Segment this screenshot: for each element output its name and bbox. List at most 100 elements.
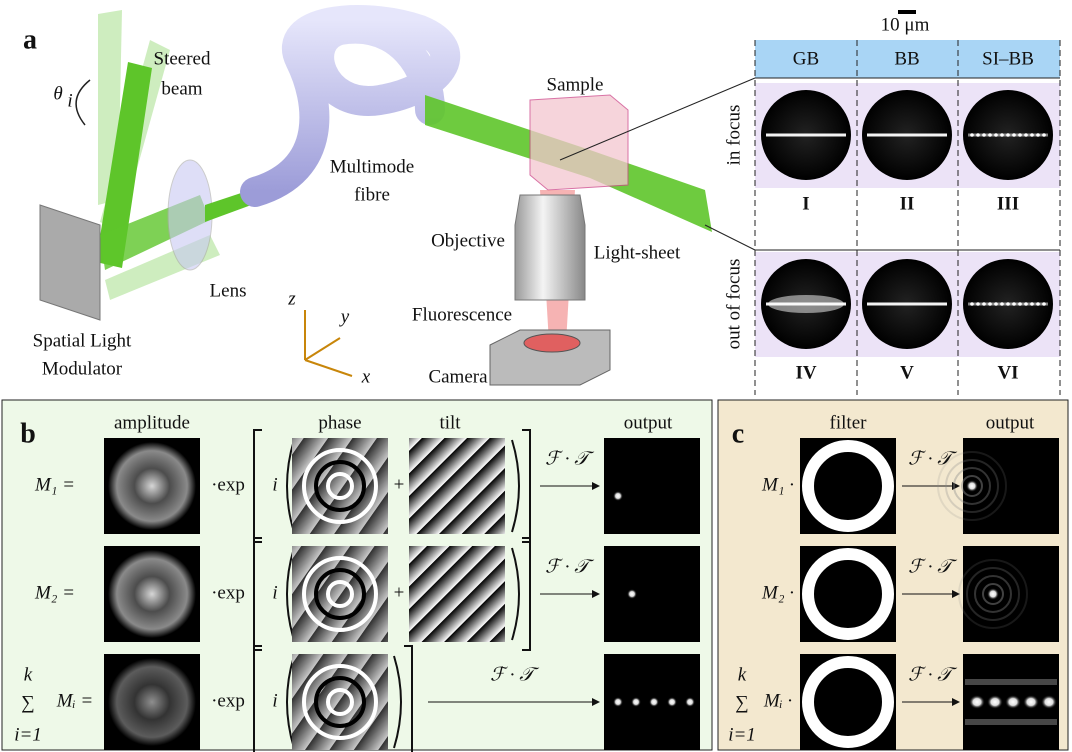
output-fringe bbox=[965, 679, 1057, 685]
beam-dot bbox=[994, 133, 998, 137]
beam-dot bbox=[1018, 302, 1022, 306]
beam-dot bbox=[1042, 302, 1046, 306]
beam-dot bbox=[1012, 302, 1016, 306]
output-ring bbox=[982, 583, 1004, 605]
beam-line bbox=[766, 133, 846, 137]
operator: i bbox=[272, 474, 277, 495]
paren bbox=[393, 655, 402, 749]
column-header: tilt bbox=[439, 412, 461, 433]
beam-dot bbox=[976, 133, 980, 137]
component-label: Sample bbox=[547, 74, 604, 95]
beam-dot bbox=[1030, 133, 1034, 137]
arrow-head bbox=[952, 590, 960, 598]
output-fringe bbox=[965, 719, 1057, 725]
phase-pattern bbox=[292, 546, 388, 642]
output-ring bbox=[953, 467, 991, 505]
component-label: beam bbox=[161, 78, 202, 99]
output-ring bbox=[974, 575, 1012, 613]
beam-dot bbox=[1006, 133, 1010, 137]
output-ring bbox=[945, 459, 999, 513]
beam-line bbox=[867, 133, 947, 137]
phase-ring bbox=[302, 556, 378, 632]
equation-lhs: Mᵢ = bbox=[56, 690, 93, 711]
filter-ring bbox=[802, 440, 894, 532]
column-header: GB bbox=[793, 48, 819, 69]
component-label: Objective bbox=[431, 230, 505, 251]
numeral: II bbox=[900, 193, 915, 214]
output-ring bbox=[958, 559, 1028, 629]
component-label: Modulator bbox=[42, 358, 123, 379]
beam-dot bbox=[1024, 133, 1028, 137]
axis-arrow bbox=[304, 359, 353, 377]
column-header: filter bbox=[830, 412, 868, 433]
output-spot bbox=[649, 697, 659, 707]
pointer bbox=[559, 77, 756, 161]
column-header: phase bbox=[318, 412, 361, 433]
output-ring bbox=[937, 451, 1007, 521]
tilt-image bbox=[409, 438, 505, 534]
beam-line bbox=[766, 302, 846, 306]
beam-dot bbox=[1036, 302, 1040, 306]
output-image bbox=[604, 546, 700, 642]
beam-dot bbox=[1018, 133, 1022, 137]
row-label: out of focus bbox=[723, 259, 744, 350]
amplitude-pattern bbox=[108, 442, 196, 530]
bracket bbox=[404, 645, 413, 752]
beam-dot bbox=[1012, 133, 1016, 137]
beam-dot bbox=[1042, 133, 1046, 137]
filter-image bbox=[800, 654, 896, 750]
panel-label: c bbox=[732, 418, 744, 449]
beam-dot bbox=[982, 133, 986, 137]
output-spot bbox=[1005, 695, 1021, 709]
bracket bbox=[253, 429, 262, 543]
equation-lhs: M₁ = bbox=[34, 474, 75, 495]
beam-dot bbox=[970, 133, 974, 137]
column-header: BB bbox=[894, 48, 919, 69]
transform-label: ℱ · 𝒯 bbox=[908, 448, 957, 469]
transform-label: ℱ · 𝒯 bbox=[545, 556, 594, 577]
beam-dot bbox=[970, 302, 974, 306]
bracket bbox=[522, 429, 531, 543]
operator: ·exp bbox=[211, 690, 245, 711]
phase-ring bbox=[314, 568, 366, 620]
numeral: III bbox=[997, 193, 1019, 214]
output-spot bbox=[627, 589, 637, 599]
component-label: Light-sheet bbox=[594, 242, 681, 263]
operator: i bbox=[272, 582, 277, 603]
output-spot bbox=[987, 588, 999, 600]
beam-dot bbox=[1024, 302, 1028, 306]
component-label: Steered bbox=[154, 48, 211, 69]
output-spot bbox=[1023, 695, 1039, 709]
tilt-image bbox=[409, 546, 505, 642]
column-header: output bbox=[986, 412, 1035, 433]
beam-dot bbox=[1000, 302, 1004, 306]
beam-dot bbox=[1036, 133, 1040, 137]
equation-lhs: M₁ · bbox=[761, 474, 794, 495]
header-band bbox=[755, 40, 1060, 78]
output-spot bbox=[969, 695, 985, 709]
pointer bbox=[704, 224, 756, 251]
operator: ·exp bbox=[211, 582, 245, 603]
beam-dot bbox=[994, 302, 998, 306]
output-spot bbox=[631, 697, 641, 707]
column-header: output bbox=[624, 412, 673, 433]
arrow-head bbox=[952, 482, 960, 490]
output-spot bbox=[613, 697, 623, 707]
equation-lhs: M₂ = bbox=[34, 582, 75, 603]
component-label: Spatial Light bbox=[33, 330, 132, 351]
amplitude-pattern bbox=[108, 658, 196, 746]
numeral: I bbox=[802, 193, 809, 214]
paren bbox=[286, 439, 295, 533]
scale-bar bbox=[898, 10, 916, 14]
angle-label: θ bbox=[53, 83, 62, 104]
output-image bbox=[963, 546, 1059, 642]
sum-limit: i=1 bbox=[14, 724, 42, 745]
sample-cube bbox=[529, 94, 629, 191]
component-label: fibre bbox=[354, 184, 390, 205]
column-header: amplitude bbox=[114, 412, 190, 433]
output-spot bbox=[966, 480, 978, 492]
output-ring bbox=[961, 475, 983, 497]
paren bbox=[286, 655, 295, 749]
output-spot bbox=[667, 697, 677, 707]
row-label: in focus bbox=[723, 105, 744, 166]
